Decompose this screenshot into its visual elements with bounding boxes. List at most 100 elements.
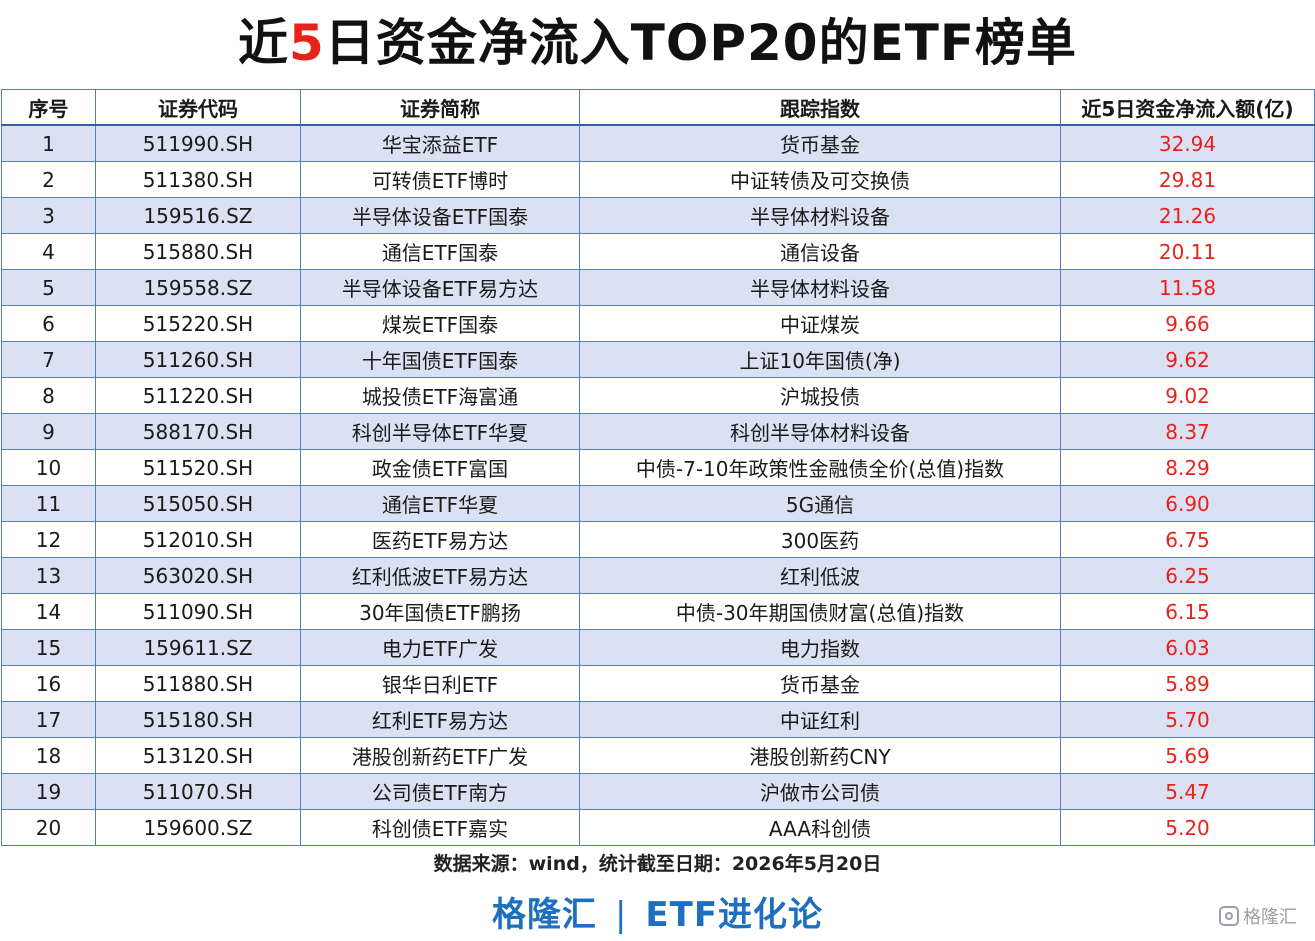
table-row: 9 588170.SH 科创半导体ETF华夏 科创半导体材料设备 8.37 xyxy=(1,413,1315,450)
cell-netflow: 11.58 xyxy=(1060,269,1315,306)
cell-rank: 19 xyxy=(1,773,96,810)
header-name: 证券简称 xyxy=(300,89,580,126)
cell-index: AAA科创债 xyxy=(579,809,1061,846)
cell-code: 511880.SH xyxy=(95,665,301,702)
cell-name: 科创债ETF嘉实 xyxy=(300,809,580,846)
table-row: 19 511070.SH 公司债ETF南方 沪做市公司债 5.47 xyxy=(1,773,1315,810)
cell-code: 511380.SH xyxy=(95,161,301,198)
cell-name: 城投债ETF海富通 xyxy=(300,377,580,414)
header-index: 跟踪指数 xyxy=(579,89,1061,126)
cell-name: 煤炭ETF国泰 xyxy=(300,305,580,342)
cell-name: 可转债ETF博时 xyxy=(300,161,580,198)
title-highlight: 5 xyxy=(288,14,325,72)
cell-code: 511520.SH xyxy=(95,449,301,486)
cell-code: 511260.SH xyxy=(95,341,301,378)
cell-rank: 15 xyxy=(1,629,96,666)
cell-rank: 9 xyxy=(1,413,96,450)
cell-index: 红利低波 xyxy=(579,557,1061,594)
table-row: 18 513120.SH 港股创新药ETF广发 港股创新药CNY 5.69 xyxy=(1,737,1315,774)
cell-index: 电力指数 xyxy=(579,629,1061,666)
title-prefix: 近 xyxy=(237,14,289,72)
header-netflow: 近5日资金净流入额(亿) xyxy=(1060,89,1315,126)
table-row: 11 515050.SH 通信ETF华夏 5G通信 6.90 xyxy=(1,485,1315,522)
cell-rank: 14 xyxy=(1,593,96,630)
table-row: 6 515220.SH 煤炭ETF国泰 中证煤炭 9.66 xyxy=(1,305,1315,342)
cell-netflow: 6.03 xyxy=(1060,629,1315,666)
cell-rank: 7 xyxy=(1,341,96,378)
cell-code: 511220.SH xyxy=(95,377,301,414)
table-row: 10 511520.SH 政金债ETF富国 中债-7-10年政策性金融债全价(总值)指… xyxy=(1,449,1315,486)
table-row: 2 511380.SH 可转债ETF博时 中证转债及可交换债 29.81 xyxy=(1,161,1315,198)
cell-netflow: 6.25 xyxy=(1060,557,1315,594)
cell-index: 半导体材料设备 xyxy=(579,269,1061,306)
cell-netflow: 5.89 xyxy=(1060,665,1315,702)
brand-footer: 格隆汇 | ETF进化论 xyxy=(0,887,1315,936)
cell-rank: 17 xyxy=(1,701,96,738)
cell-index: 300医药 xyxy=(579,521,1061,558)
cell-netflow: 6.15 xyxy=(1060,593,1315,630)
table-row: 20 159600.SZ 科创债ETF嘉实 AAA科创债 5.20 xyxy=(1,809,1315,846)
cell-name: 政金债ETF富国 xyxy=(300,449,580,486)
cell-index: 货币基金 xyxy=(579,124,1061,162)
cell-code: 512010.SH xyxy=(95,521,301,558)
table-row: 7 511260.SH 十年国债ETF国泰 上证10年国债(净) 9.62 xyxy=(1,341,1315,378)
cell-index: 中证转债及可交换债 xyxy=(579,161,1061,198)
cell-netflow: 5.70 xyxy=(1060,701,1315,738)
cell-code: 159558.SZ xyxy=(95,269,301,306)
cell-name: 华宝添益ETF xyxy=(300,124,580,162)
cell-netflow: 8.37 xyxy=(1060,413,1315,450)
table-row: 1 511990.SH 华宝添益ETF 货币基金 32.94 xyxy=(1,124,1315,162)
cell-netflow: 9.66 xyxy=(1060,305,1315,342)
header-row: 序号 证券代码 证券简称 跟踪指数 近5日资金净流入额(亿) xyxy=(1,89,1315,126)
cell-netflow: 9.62 xyxy=(1060,341,1315,378)
cell-name: 科创半导体ETF华夏 xyxy=(300,413,580,450)
table-row: 15 159611.SZ 电力ETF广发 电力指数 6.03 xyxy=(1,629,1315,666)
cell-code: 511990.SH xyxy=(95,124,301,162)
cell-rank: 13 xyxy=(1,557,96,594)
cell-name: 公司债ETF南方 xyxy=(300,773,580,810)
cell-rank: 16 xyxy=(1,665,96,702)
cell-netflow: 5.47 xyxy=(1060,773,1315,810)
cell-code: 159516.SZ xyxy=(95,197,301,234)
cell-index: 上证10年国债(净) xyxy=(579,341,1061,378)
cell-rank: 4 xyxy=(1,233,96,270)
cell-netflow: 20.11 xyxy=(1060,233,1315,270)
cell-netflow: 9.02 xyxy=(1060,377,1315,414)
cell-index: 科创半导体材料设备 xyxy=(579,413,1061,450)
cell-code: 159611.SZ xyxy=(95,629,301,666)
page-title: 近5日资金净流入TOP20的ETF榜单 xyxy=(0,8,1315,78)
table-row: 8 511220.SH 城投债ETF海富通 沪城投债 9.02 xyxy=(1,377,1315,414)
title-suffix: 日资金净流入TOP20的ETF榜单 xyxy=(324,14,1078,72)
cell-name: 通信ETF华夏 xyxy=(300,485,580,522)
cell-index: 货币基金 xyxy=(579,665,1061,702)
cell-index: 沪城投债 xyxy=(579,377,1061,414)
cell-name: 红利低波ETF易方达 xyxy=(300,557,580,594)
cell-code: 159600.SZ xyxy=(95,809,301,846)
cell-code: 515180.SH xyxy=(95,701,301,738)
cell-rank: 18 xyxy=(1,737,96,774)
table-row: 3 159516.SZ 半导体设备ETF国泰 半导体材料设备 21.26 xyxy=(1,197,1315,234)
watermark: 格隆汇 xyxy=(1219,903,1297,929)
cell-index: 半导体材料设备 xyxy=(579,197,1061,234)
cell-rank: 10 xyxy=(1,449,96,486)
cell-rank: 2 xyxy=(1,161,96,198)
cell-rank: 1 xyxy=(1,124,96,162)
table-row: 16 511880.SH 银华日利ETF 货币基金 5.89 xyxy=(1,665,1315,702)
etf-ranking-table: 序号 证券代码 证券简称 跟踪指数 近5日资金净流入额(亿) 1 511990.SH 华宝添… xyxy=(1,89,1315,846)
cell-name: 医药ETF易方达 xyxy=(300,521,580,558)
cell-rank: 11 xyxy=(1,485,96,522)
cell-name: 红利ETF易方达 xyxy=(300,701,580,738)
cell-index: 中债-30年期国债财富(总值)指数 xyxy=(579,593,1061,630)
cell-code: 515220.SH xyxy=(95,305,301,342)
data-source-note: 数据来源：wind，统计截至日期：2026年5月20日 xyxy=(433,853,882,875)
brand-separator: | xyxy=(614,895,628,935)
table-row: 12 512010.SH 医药ETF易方达 300医药 6.75 xyxy=(1,521,1315,558)
cell-netflow: 5.69 xyxy=(1060,737,1315,774)
table-row: 5 159558.SZ 半导体设备ETF易方达 半导体材料设备 11.58 xyxy=(1,269,1315,306)
cell-code: 513120.SH xyxy=(95,737,301,774)
cell-name: 30年国债ETF鹏扬 xyxy=(300,593,580,630)
cell-name: 十年国债ETF国泰 xyxy=(300,341,580,378)
watermark-text: 格隆汇 xyxy=(1243,907,1297,928)
header-code: 证券代码 xyxy=(95,89,301,126)
table-body: 1 511990.SH 华宝添益ETF 货币基金 32.94 2 511380.SH 可转债E… xyxy=(1,124,1315,846)
